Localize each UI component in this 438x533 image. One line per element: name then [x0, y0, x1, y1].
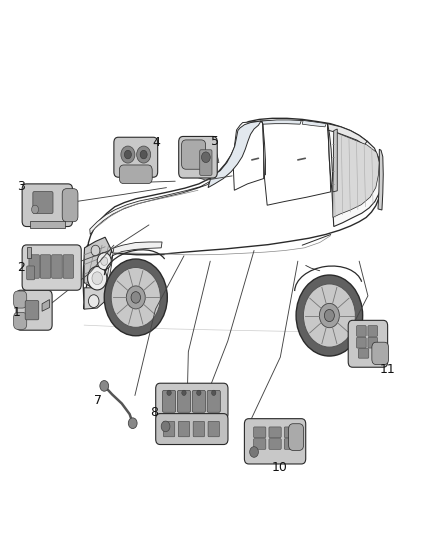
FancyBboxPatch shape — [284, 427, 297, 438]
Circle shape — [167, 390, 171, 395]
FancyBboxPatch shape — [52, 255, 62, 278]
FancyBboxPatch shape — [119, 165, 152, 183]
Circle shape — [121, 146, 135, 163]
Circle shape — [197, 390, 201, 395]
Text: 7: 7 — [94, 394, 102, 407]
FancyBboxPatch shape — [16, 290, 52, 330]
Circle shape — [126, 286, 145, 309]
FancyBboxPatch shape — [22, 245, 81, 290]
Text: 5: 5 — [212, 135, 219, 148]
Polygon shape — [42, 300, 49, 311]
FancyBboxPatch shape — [14, 312, 27, 329]
Polygon shape — [27, 247, 31, 258]
Circle shape — [32, 205, 39, 214]
FancyBboxPatch shape — [63, 255, 74, 278]
FancyBboxPatch shape — [348, 320, 388, 367]
FancyBboxPatch shape — [368, 337, 378, 348]
FancyBboxPatch shape — [114, 138, 158, 177]
Polygon shape — [208, 121, 261, 188]
FancyBboxPatch shape — [177, 390, 191, 413]
Polygon shape — [333, 129, 337, 192]
Polygon shape — [328, 124, 381, 227]
FancyBboxPatch shape — [289, 424, 304, 450]
Circle shape — [91, 245, 100, 256]
Text: 3: 3 — [17, 180, 25, 193]
Polygon shape — [262, 120, 301, 124]
FancyBboxPatch shape — [372, 342, 389, 365]
FancyBboxPatch shape — [29, 255, 39, 278]
FancyBboxPatch shape — [193, 421, 205, 437]
Circle shape — [88, 266, 107, 290]
FancyBboxPatch shape — [27, 266, 35, 280]
FancyBboxPatch shape — [40, 255, 51, 278]
FancyBboxPatch shape — [284, 439, 297, 449]
Circle shape — [124, 150, 131, 159]
Text: 8: 8 — [151, 406, 159, 418]
FancyBboxPatch shape — [14, 291, 27, 308]
Polygon shape — [378, 149, 383, 210]
Circle shape — [100, 381, 109, 391]
Polygon shape — [84, 237, 112, 288]
Polygon shape — [30, 221, 65, 228]
Polygon shape — [262, 120, 331, 205]
Circle shape — [319, 303, 339, 328]
Polygon shape — [107, 242, 162, 289]
Polygon shape — [84, 282, 110, 309]
FancyBboxPatch shape — [33, 191, 53, 213]
FancyBboxPatch shape — [62, 189, 78, 222]
Circle shape — [101, 257, 108, 265]
Circle shape — [140, 150, 147, 159]
Circle shape — [182, 390, 186, 395]
FancyBboxPatch shape — [269, 427, 281, 438]
Circle shape — [161, 421, 170, 432]
FancyBboxPatch shape — [200, 150, 212, 175]
FancyBboxPatch shape — [25, 301, 39, 320]
Circle shape — [111, 268, 160, 327]
Polygon shape — [90, 181, 210, 235]
FancyBboxPatch shape — [269, 439, 281, 449]
Text: 2: 2 — [17, 261, 25, 274]
FancyBboxPatch shape — [181, 140, 206, 169]
FancyBboxPatch shape — [244, 419, 306, 464]
Circle shape — [212, 390, 216, 395]
Circle shape — [92, 272, 102, 285]
Circle shape — [88, 295, 99, 308]
FancyBboxPatch shape — [22, 184, 73, 227]
Polygon shape — [328, 124, 367, 145]
Circle shape — [304, 284, 355, 347]
FancyBboxPatch shape — [357, 326, 366, 336]
Polygon shape — [233, 121, 264, 190]
Circle shape — [296, 275, 363, 356]
Circle shape — [104, 259, 167, 336]
Circle shape — [97, 253, 111, 270]
Polygon shape — [302, 120, 326, 127]
FancyBboxPatch shape — [156, 414, 228, 445]
FancyBboxPatch shape — [254, 439, 266, 449]
FancyBboxPatch shape — [358, 349, 369, 358]
Circle shape — [137, 146, 151, 163]
FancyBboxPatch shape — [156, 383, 228, 419]
FancyBboxPatch shape — [179, 136, 217, 178]
FancyBboxPatch shape — [207, 390, 220, 413]
Circle shape — [128, 418, 137, 429]
FancyBboxPatch shape — [192, 390, 205, 413]
Text: 1: 1 — [13, 306, 21, 319]
FancyBboxPatch shape — [368, 326, 378, 336]
Text: 10: 10 — [272, 462, 287, 474]
Circle shape — [250, 447, 258, 457]
FancyBboxPatch shape — [163, 421, 175, 437]
Circle shape — [325, 310, 334, 321]
FancyBboxPatch shape — [178, 421, 190, 437]
FancyBboxPatch shape — [357, 337, 366, 348]
Polygon shape — [83, 118, 382, 309]
FancyBboxPatch shape — [162, 390, 176, 413]
Polygon shape — [211, 151, 219, 163]
Polygon shape — [333, 132, 379, 217]
FancyBboxPatch shape — [208, 421, 219, 437]
Circle shape — [201, 152, 210, 163]
Circle shape — [131, 292, 141, 303]
Text: 11: 11 — [380, 363, 396, 376]
Text: 4: 4 — [153, 136, 161, 149]
FancyBboxPatch shape — [254, 427, 266, 438]
